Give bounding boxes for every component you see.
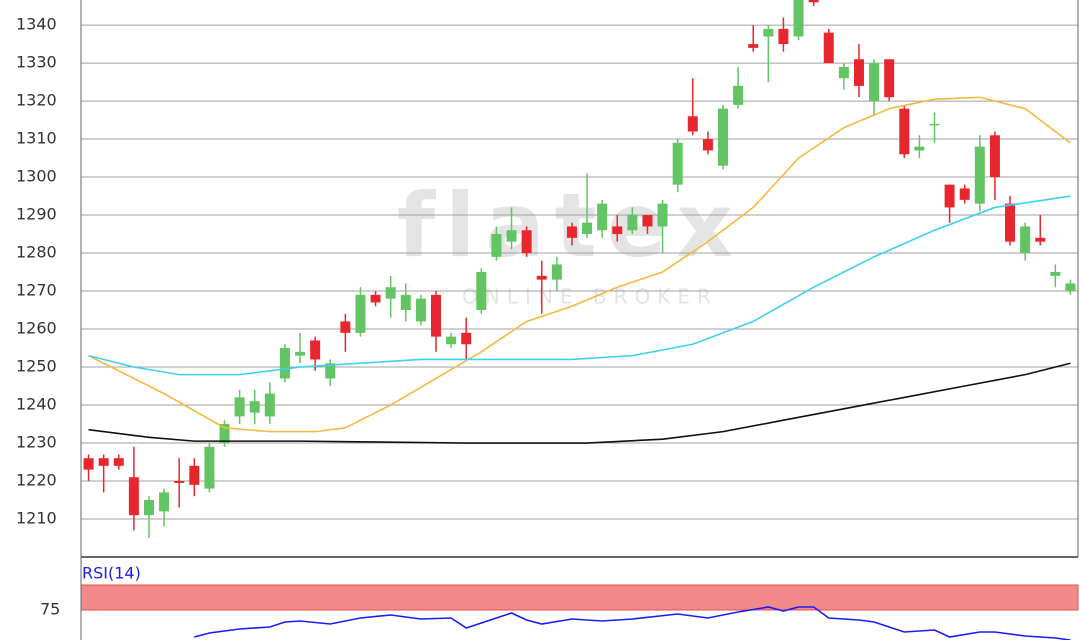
- candle-body: [582, 222, 593, 235]
- candle-body: [884, 59, 895, 98]
- y-tick-label: 1270: [16, 281, 57, 300]
- candle-body: [370, 294, 381, 303]
- plot-area: [83, 0, 1076, 539]
- line-series: [194, 606, 1071, 640]
- watermark: flatex: [397, 174, 743, 277]
- candle-body: [159, 492, 170, 512]
- candle-body: [566, 226, 577, 238]
- candle-body: [476, 272, 487, 311]
- candle-body: [929, 123, 940, 126]
- candle-body: [823, 32, 834, 64]
- candle-body: [838, 66, 849, 79]
- candle-body: [204, 446, 215, 489]
- candle-body: [869, 63, 880, 102]
- candle-body: [718, 108, 729, 166]
- candle-body: [1065, 283, 1076, 292]
- candle-body: [808, 0, 819, 3]
- candle-body: [612, 226, 623, 235]
- candle-body: [521, 230, 532, 254]
- y-tick-label: 1280: [16, 243, 57, 262]
- y-tick-label: 1300: [16, 167, 57, 186]
- candle-body: [400, 294, 411, 311]
- candle-body: [989, 135, 1000, 178]
- candle-body: [597, 203, 608, 231]
- y-tick-label: 1230: [16, 433, 57, 452]
- candle-body: [748, 44, 759, 48]
- candle-body: [687, 116, 698, 132]
- candle-body: [295, 351, 306, 356]
- candle-body: [219, 424, 230, 444]
- candle-body: [914, 146, 925, 151]
- candle-body: [1005, 203, 1016, 242]
- line-series: [88, 195, 1071, 376]
- candle-body: [189, 465, 200, 485]
- y-tick-label: 1240: [16, 395, 57, 414]
- candle-body: [536, 275, 547, 280]
- candle-body: [959, 188, 970, 200]
- y-tick-label: 1340: [16, 15, 57, 34]
- candle-body: [853, 59, 864, 86]
- y-tick-label: 1310: [16, 129, 57, 148]
- candle-body: [385, 287, 396, 299]
- candle-body: [627, 215, 638, 231]
- line-series: [88, 362, 1071, 444]
- candle-body: [491, 234, 502, 257]
- plot-area: [194, 606, 1071, 640]
- y-tick-label: 1330: [16, 53, 57, 72]
- candle-body: [944, 184, 955, 208]
- candle-body: [279, 348, 290, 379]
- candle-body: [143, 500, 154, 516]
- candle-body: [461, 332, 472, 345]
- y-tick-label: 1320: [16, 91, 57, 110]
- candle-body: [702, 139, 713, 151]
- candle-body: [1050, 272, 1061, 276]
- y-tick-label: 1260: [16, 319, 57, 338]
- candle-body: [325, 363, 336, 379]
- y-tick-label: 1210: [16, 509, 57, 528]
- candle-body: [733, 85, 744, 105]
- y-tick-label: 1250: [16, 357, 57, 376]
- candle-body: [83, 458, 94, 470]
- candle-body: [249, 401, 260, 413]
- candle-body: [310, 340, 321, 360]
- candle-body: [355, 294, 366, 333]
- candle-body: [1035, 237, 1046, 242]
- candle-body: [174, 481, 185, 483]
- candle-body: [415, 298, 426, 322]
- candle-body: [763, 28, 774, 37]
- candle-body: [551, 264, 562, 280]
- candle-body: [446, 336, 457, 345]
- y-tick-label: 75: [40, 600, 60, 619]
- candle-body: [657, 203, 668, 227]
- candle-body: [642, 215, 653, 227]
- candle-body: [340, 321, 351, 333]
- candle-body: [98, 458, 109, 466]
- candle-body: [974, 146, 985, 204]
- candle-body: [430, 294, 441, 337]
- candle-body: [1020, 226, 1031, 254]
- candle-body: [899, 108, 910, 155]
- line-series: [88, 96, 1071, 433]
- watermark-sub: ONLINE BROKER: [462, 285, 718, 309]
- candle-body: [264, 393, 275, 417]
- rsi-band: [80, 584, 1079, 611]
- candle-body: [128, 477, 139, 516]
- candle-body: [234, 397, 245, 417]
- candle-body: [793, 0, 804, 37]
- candle-body: [672, 142, 683, 185]
- y-tick-label: 1220: [16, 471, 57, 490]
- candle-body: [778, 28, 789, 45]
- candle-body: [113, 458, 124, 466]
- candle-body: [506, 230, 517, 242]
- y-tick-label: 1290: [16, 205, 57, 224]
- rsi-title: RSI(14): [82, 564, 141, 583]
